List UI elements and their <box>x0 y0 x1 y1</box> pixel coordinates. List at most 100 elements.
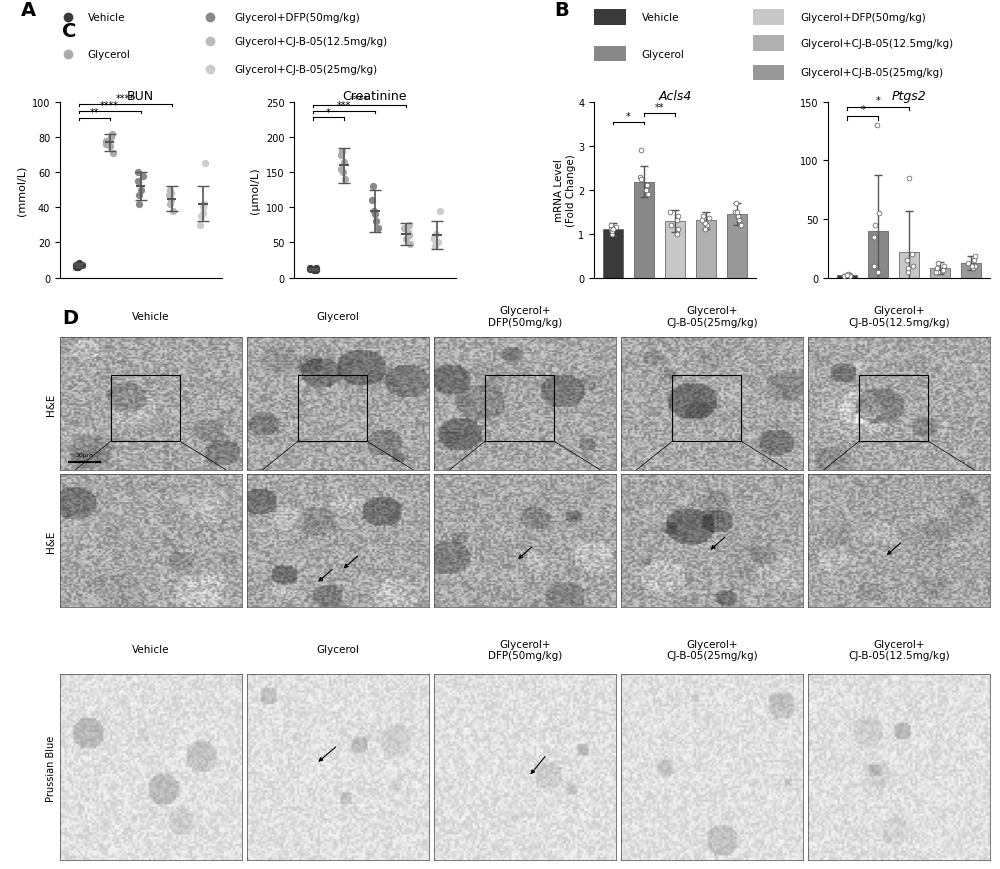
FancyBboxPatch shape <box>753 65 784 82</box>
Text: ****: **** <box>350 95 369 105</box>
Point <box>71 257 87 271</box>
Point <box>400 226 416 240</box>
Text: Glycerol+
DFP(50mg/kg): Glycerol+ DFP(50mg/kg) <box>488 639 562 660</box>
Point <box>604 228 620 242</box>
Text: A: A <box>20 1 36 20</box>
Point <box>307 262 323 276</box>
Point <box>867 219 883 233</box>
Bar <box>298 375 367 441</box>
Point <box>302 262 318 276</box>
Text: **: ** <box>89 108 99 118</box>
Point <box>72 259 88 273</box>
Text: ****: **** <box>116 94 135 104</box>
Point <box>662 205 678 219</box>
Point <box>432 204 448 218</box>
Point <box>841 269 857 282</box>
Point <box>632 170 648 184</box>
Point <box>900 265 916 279</box>
Point <box>699 219 715 233</box>
Text: Glycerol: Glycerol <box>88 50 131 59</box>
Point <box>130 166 146 180</box>
Bar <box>930 269 950 278</box>
Bar <box>837 275 857 278</box>
Point <box>870 265 886 279</box>
Point <box>337 173 353 187</box>
Point <box>603 219 619 233</box>
Y-axis label: Prussian Blue: Prussian Blue <box>46 734 56 800</box>
Point <box>364 194 380 208</box>
Text: ***: *** <box>337 102 351 111</box>
Y-axis label: (μmol/L): (μmol/L) <box>250 167 260 214</box>
Text: *: * <box>860 105 865 115</box>
Text: Glycerol+DFP(50mg/kg): Glycerol+DFP(50mg/kg) <box>234 13 360 23</box>
Point <box>428 228 444 242</box>
Point <box>367 208 383 222</box>
Point <box>670 210 686 224</box>
Y-axis label: H&E: H&E <box>46 394 56 415</box>
Point <box>398 233 414 247</box>
Point <box>900 262 916 275</box>
Point <box>836 270 852 284</box>
Bar <box>696 222 716 278</box>
Point <box>402 237 418 251</box>
Point <box>68 261 84 275</box>
Point <box>161 189 177 202</box>
Point <box>195 201 211 215</box>
Y-axis label: (mmol/L): (mmol/L) <box>16 165 26 216</box>
Text: Glycerol+DFP(50mg/kg): Glycerol+DFP(50mg/kg) <box>800 13 926 23</box>
Point <box>335 166 351 180</box>
Text: Vehicle: Vehicle <box>88 13 125 23</box>
Text: Glycerol+CJ-B-05(25mg/kg): Glycerol+CJ-B-05(25mg/kg) <box>234 65 377 76</box>
Point <box>697 223 713 237</box>
Point <box>197 157 213 171</box>
Bar <box>899 253 919 278</box>
Point <box>426 233 442 247</box>
Point <box>964 260 980 274</box>
Title: Creatinine: Creatinine <box>343 90 407 103</box>
Point <box>935 264 951 278</box>
Point <box>98 138 114 152</box>
Bar <box>672 375 741 441</box>
Point <box>967 260 983 274</box>
Point <box>905 260 921 274</box>
Point <box>866 230 882 244</box>
Bar <box>634 182 654 278</box>
Bar <box>859 375 928 441</box>
Point <box>103 131 119 145</box>
Text: *: * <box>876 96 881 106</box>
Bar <box>868 231 888 278</box>
Point <box>336 156 352 169</box>
Text: Glycerol+
DFP(50mg/kg): Glycerol+ DFP(50mg/kg) <box>488 306 562 328</box>
Point <box>605 223 621 237</box>
Point <box>162 197 178 211</box>
Point <box>930 257 946 271</box>
Title: BUN: BUN <box>127 90 154 103</box>
Title: Acls4: Acls4 <box>658 90 692 103</box>
Text: **: ** <box>655 103 664 113</box>
Point <box>638 183 654 197</box>
Point <box>98 135 114 149</box>
Point <box>104 128 120 142</box>
Point <box>904 248 920 262</box>
Point <box>68 259 84 273</box>
Point <box>396 222 412 236</box>
Point <box>728 196 744 210</box>
Point <box>727 205 743 219</box>
Point <box>731 215 747 229</box>
Point <box>135 169 151 183</box>
Point <box>840 268 856 282</box>
Point <box>401 219 417 233</box>
Bar <box>603 230 623 278</box>
Point <box>368 216 384 229</box>
Bar <box>665 222 685 278</box>
Text: Glycerol: Glycerol <box>316 312 359 322</box>
Bar <box>961 264 981 278</box>
Point <box>842 270 858 284</box>
Point <box>308 262 324 275</box>
Point <box>839 269 855 282</box>
Point <box>967 250 983 264</box>
Point <box>193 210 209 224</box>
Point <box>365 180 381 194</box>
Text: B: B <box>555 1 569 20</box>
Point <box>866 260 882 274</box>
